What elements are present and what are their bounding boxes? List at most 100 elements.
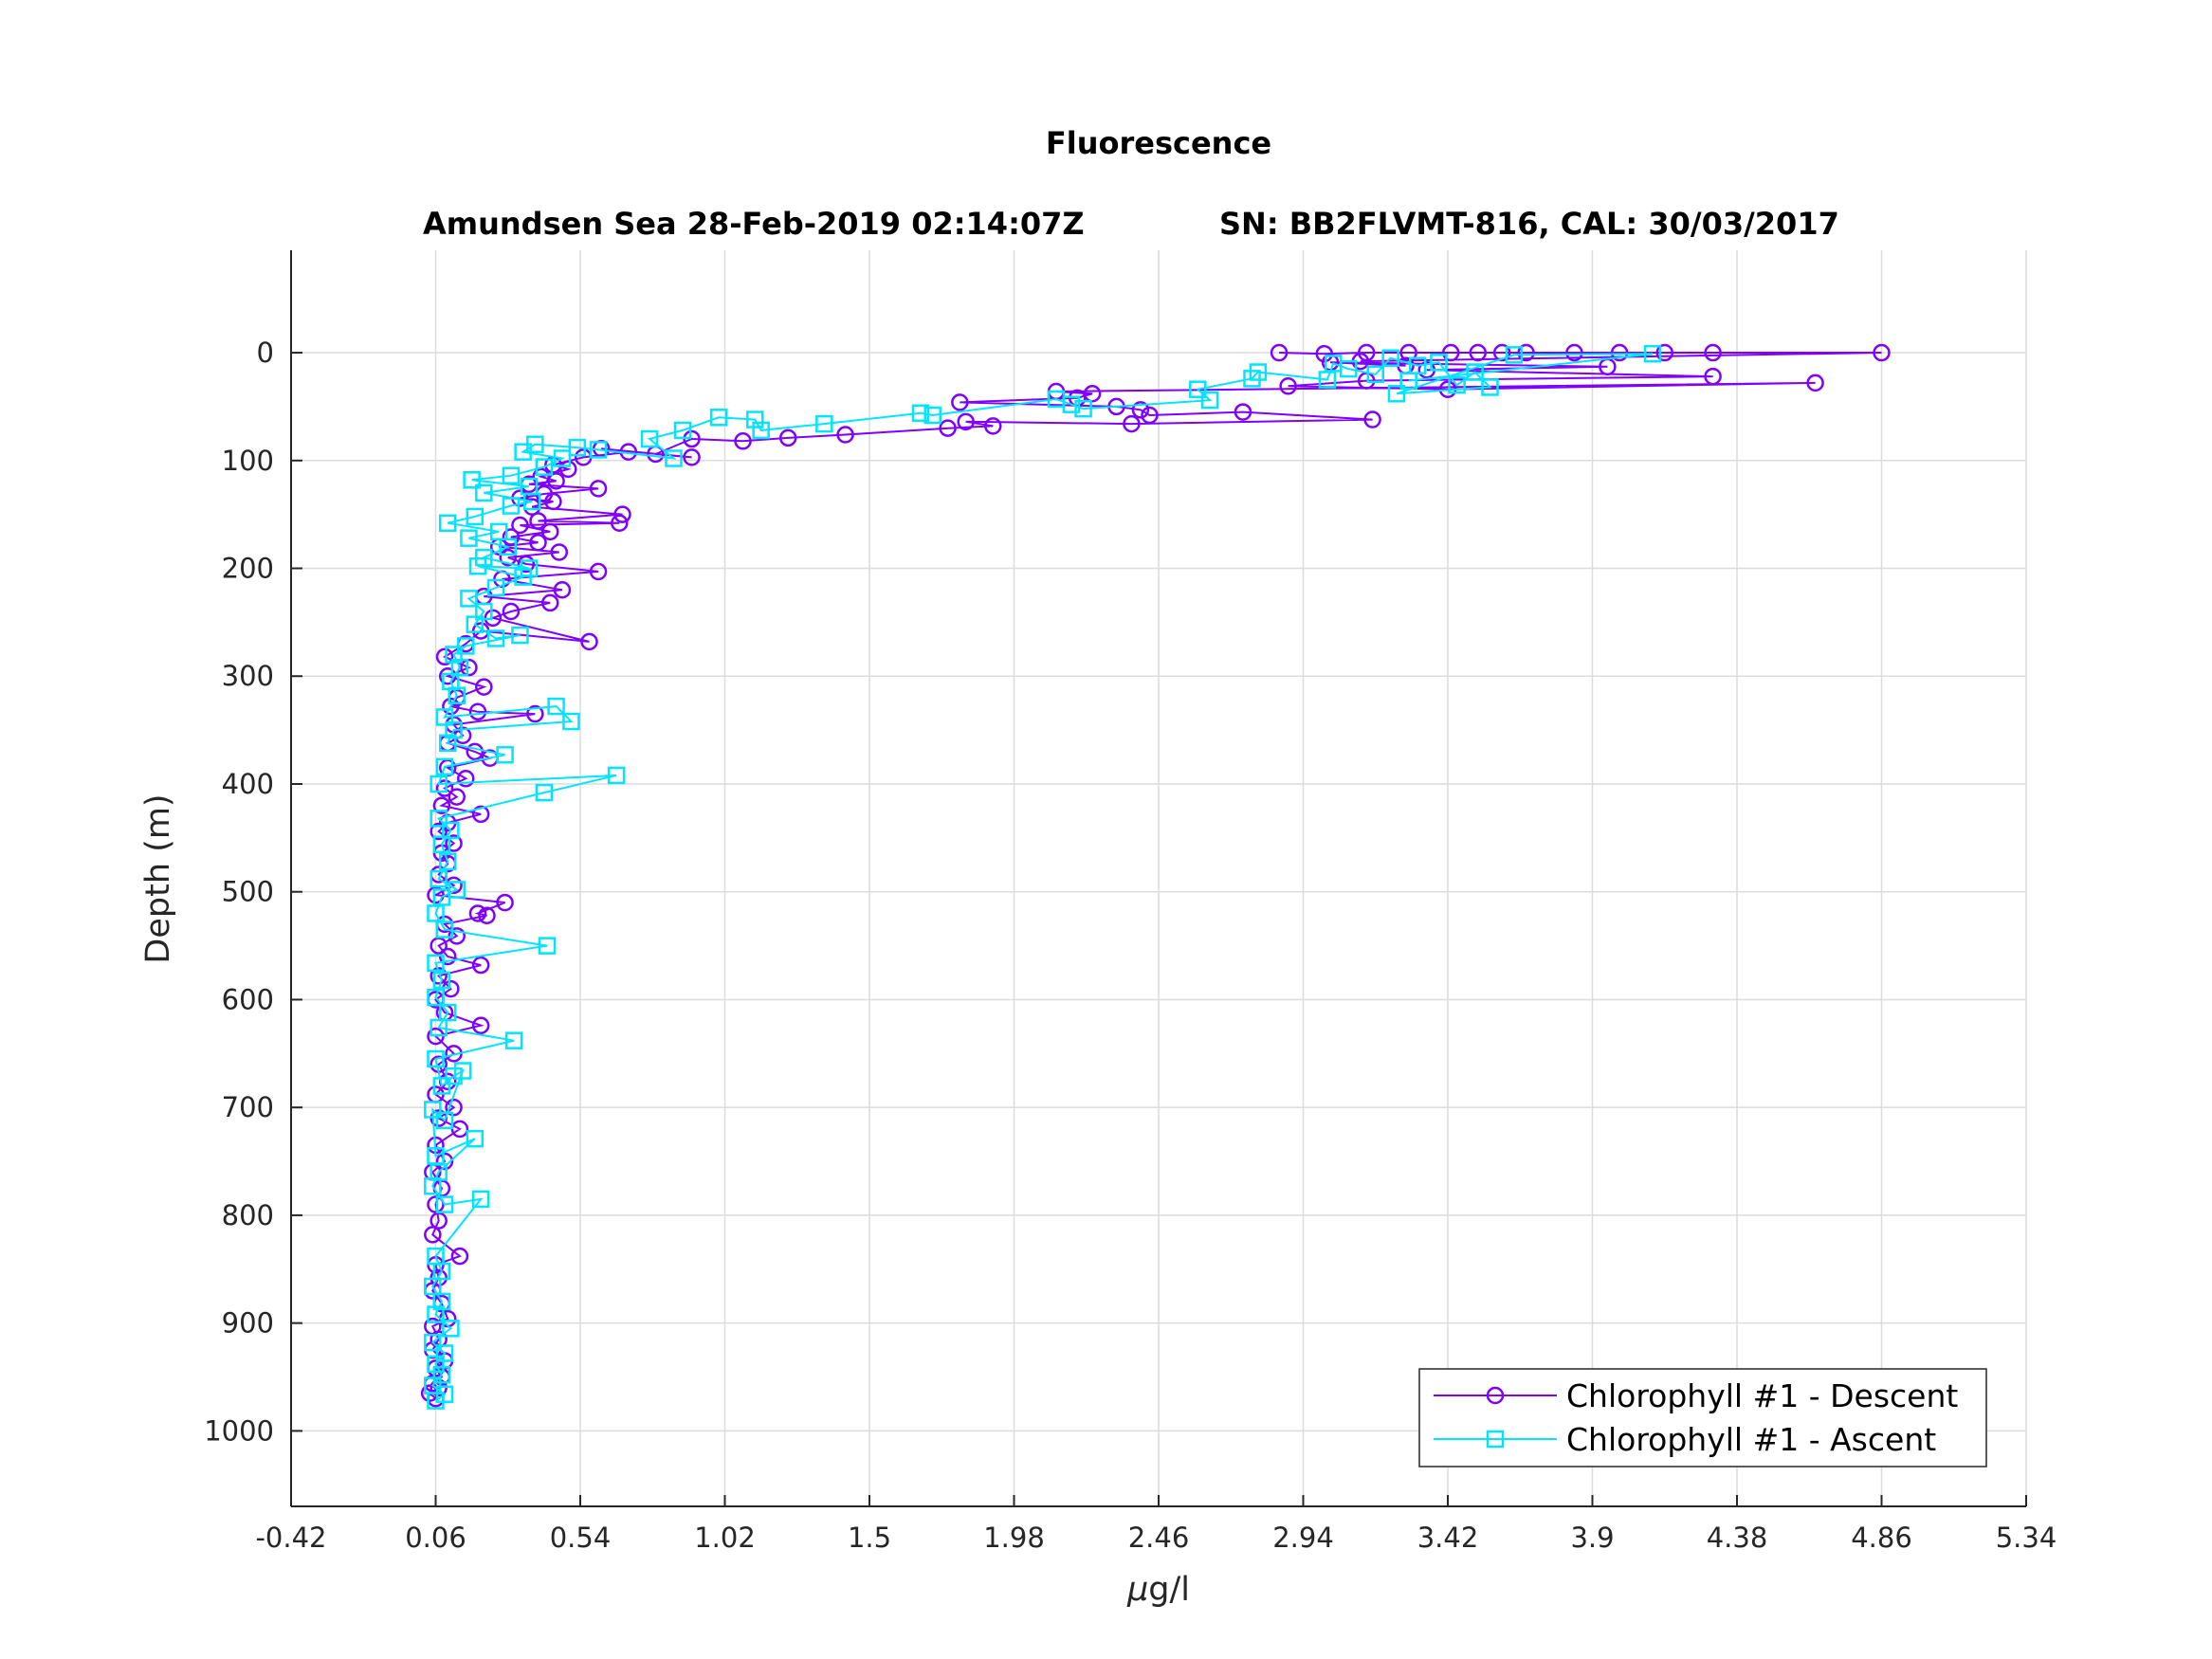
x-tick-label: 2.46: [1128, 1522, 1190, 1554]
data-point: [1200, 391, 1219, 410]
y-ticks: 0 100 200 300 400 500 600 700 800 900 1000: [204, 337, 302, 1447]
data-point: [1381, 349, 1399, 367]
data-point: [951, 393, 969, 411]
data-point: [427, 1355, 445, 1374]
data-point: [1339, 359, 1358, 378]
chart-title: Fluorescence: [1046, 125, 1271, 161]
data-point: [1517, 343, 1535, 362]
data-point: [466, 742, 484, 761]
y-tick-label: 700: [222, 1091, 274, 1123]
data-point: [466, 507, 484, 526]
data-point: [457, 770, 475, 788]
legend: Chlorophyll #1 - Descent Chlorophyll #1 …: [1418, 1368, 1987, 1468]
data-point: [1399, 343, 1417, 362]
data-point: [430, 775, 448, 793]
data-point: [432, 1292, 451, 1311]
data-point: [529, 512, 547, 530]
data-point: [432, 971, 451, 990]
data-point: [589, 562, 608, 581]
data-point: [709, 409, 728, 427]
data-point: [475, 548, 493, 567]
data-point: [589, 441, 608, 459]
data-point: [496, 893, 514, 912]
data-point: [550, 543, 569, 561]
legend-box: [1418, 1368, 1987, 1468]
data-point: [1249, 363, 1268, 381]
x-tick-label: 2.94: [1272, 1522, 1334, 1554]
data-point: [1565, 343, 1583, 362]
x-axis-label: μg/l: [1126, 1571, 1190, 1609]
data-point: [526, 435, 544, 453]
data-point: [526, 704, 544, 723]
data-point: [911, 404, 930, 422]
data-point: [568, 438, 587, 457]
y-tick-label: 200: [222, 553, 274, 585]
data-point: [1062, 395, 1081, 413]
data-point: [923, 406, 941, 425]
data-point: [435, 1195, 454, 1213]
data-point: [1492, 343, 1511, 362]
data-point: [502, 497, 521, 515]
data-point: [746, 410, 764, 428]
data-point: [475, 483, 493, 502]
data-point: [1448, 375, 1466, 394]
data-point: [468, 904, 487, 922]
data-point: [475, 678, 493, 696]
data-point: [665, 449, 683, 467]
data-point: [520, 477, 539, 496]
data-point: [430, 1018, 448, 1037]
x-tick-label: 4.38: [1707, 1522, 1768, 1554]
data-point: [478, 906, 496, 924]
data-point: [499, 548, 517, 567]
data-point: [520, 559, 539, 577]
data-point: [424, 1376, 442, 1395]
data-point: [427, 1195, 445, 1213]
data-point: [427, 1305, 445, 1323]
data-point: [540, 593, 559, 612]
x-tick-label: 1.98: [983, 1522, 1045, 1554]
data-point: [1074, 399, 1092, 418]
data-point: [502, 602, 521, 621]
data-point: [640, 429, 659, 448]
data-point: [535, 458, 554, 476]
y-tick-label: 400: [222, 768, 274, 800]
data-point: [502, 466, 521, 484]
data-point: [1363, 410, 1381, 428]
data-point: [1469, 343, 1488, 362]
x-tick-label: -0.42: [255, 1522, 326, 1554]
series-layer: [420, 343, 1891, 1410]
y-tick-label: 100: [222, 445, 274, 477]
data-point: [466, 1129, 484, 1148]
data-point: [1466, 363, 1484, 381]
data-point: [778, 428, 797, 447]
data-point: [424, 1277, 442, 1296]
data-point: [435, 779, 454, 797]
data-point: [1643, 344, 1662, 363]
data-point: [435, 1111, 454, 1130]
data-point: [836, 426, 854, 444]
data-point: [442, 672, 460, 691]
data-point: [427, 1049, 445, 1068]
data-point: [1704, 367, 1722, 386]
data-point: [435, 708, 454, 726]
data-point: [1366, 365, 1384, 384]
data-point: [1399, 372, 1417, 390]
data-point: [1505, 346, 1524, 364]
data-point: [611, 514, 629, 532]
data-point: [432, 796, 451, 814]
data-point: [511, 626, 529, 645]
y-tick-label: 600: [222, 983, 274, 1015]
data-point: [427, 954, 445, 973]
data-point: [445, 1066, 463, 1085]
x-tick-label: 3.42: [1417, 1522, 1479, 1554]
data-point: [538, 937, 557, 955]
data-point: [427, 1147, 445, 1165]
data-point: [559, 460, 577, 479]
x-axis-label-mu: μ: [1126, 1571, 1148, 1609]
data-point: [580, 632, 598, 651]
data-point: [1655, 343, 1673, 362]
data-point: [445, 720, 463, 739]
data-point: [939, 419, 957, 437]
data-point: [430, 869, 448, 888]
data-point: [438, 734, 457, 753]
